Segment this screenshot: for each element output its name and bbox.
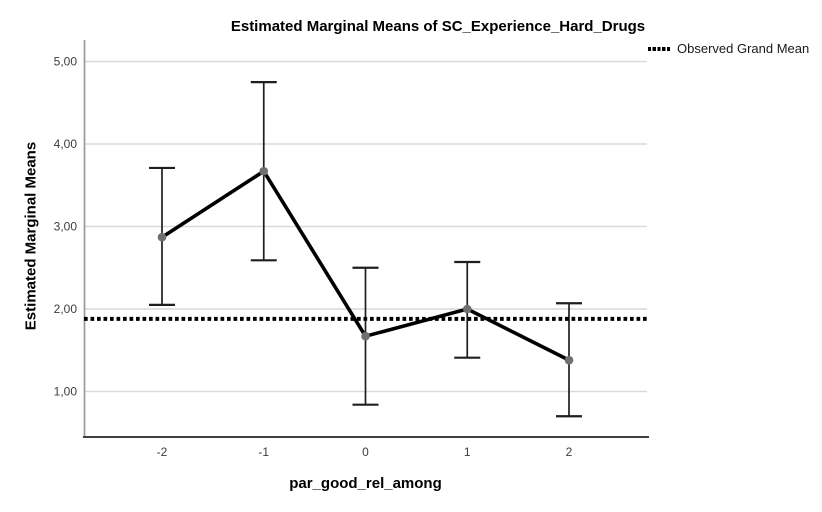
data-point-marker [564, 355, 574, 365]
legend: Observed Grand Mean [648, 41, 809, 56]
data-point-marker [462, 304, 472, 314]
data-point-marker [157, 232, 167, 242]
chart-title: Estimated Marginal Means of SC_Experienc… [230, 18, 646, 35]
data-point-marker [259, 166, 269, 176]
x-axis-title: par_good_rel_among [289, 475, 442, 492]
x-tick-label: 0 [362, 445, 369, 459]
legend-label: Observed Grand Mean [677, 41, 810, 56]
x-tick-label: 2 [566, 445, 573, 459]
x-tick-label: 1 [464, 445, 471, 459]
y-tick-label: 3,00 [54, 220, 78, 234]
dotted-line-legend-icon [648, 46, 671, 51]
x-tick-label: -2 [157, 445, 168, 459]
x-tick-label: -1 [258, 445, 269, 459]
y-tick-label: 1,00 [54, 385, 78, 399]
y-tick-label: 5,00 [54, 55, 78, 69]
data-point-marker [361, 331, 370, 341]
y-tick-label: 4,00 [54, 137, 78, 151]
y-tick-label: 2,00 [54, 302, 78, 316]
